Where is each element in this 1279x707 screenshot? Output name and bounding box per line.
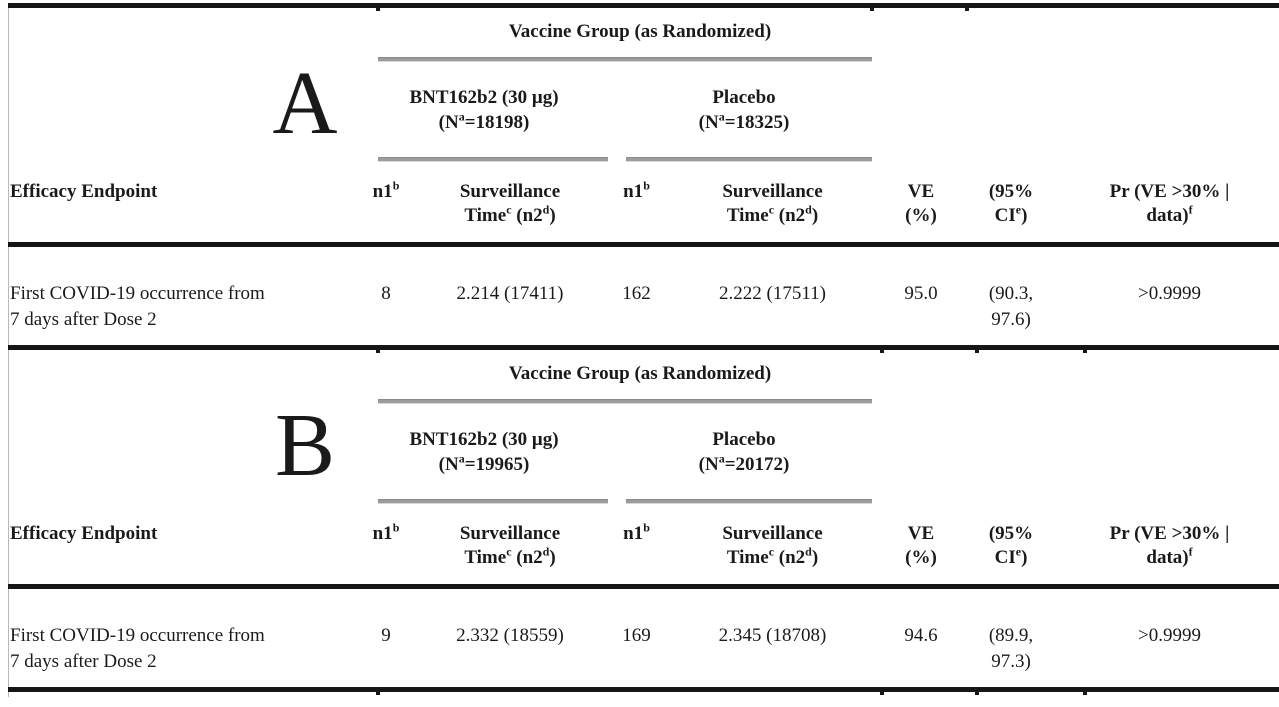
col-header-surveillance-vaccine: Surveillance Timec (n2d) (459, 523, 561, 569)
col-header-efficacy-endpoint: Efficacy Endpoint (10, 523, 158, 544)
panel-a-placebo-underline (626, 157, 872, 162)
column-boundary-tick (975, 692, 979, 695)
panel-b-header-rule (8, 584, 1279, 589)
panel-a-arm-header-placebo: Placebo (Na=18325) (608, 64, 880, 156)
cell-placebo-n1: 169 (622, 625, 651, 646)
col-header-ve: VE (%) (905, 181, 937, 227)
cell-efficacy-endpoint: First COVID-19 occurrence from 7 days af… (10, 283, 265, 330)
cell-ve-percent: 95.0 (904, 283, 938, 304)
table-left-border (8, 3, 9, 697)
cell-vaccine-n1: 9 (381, 625, 391, 646)
panel-a-arm-header-vaccine: BNT162b2 (30 μg) (Na=18198) (360, 64, 608, 156)
panel-b-letter: B (274, 396, 336, 495)
panel-b-arm-header-placebo: Placebo (Na=20172) (608, 406, 880, 498)
panel-a-top-rule (8, 3, 1279, 11)
col-header-surveillance-placebo: Surveillance Timec (n2d) (722, 181, 823, 227)
panel-a-vaccine-underline (378, 157, 608, 162)
panel-b-header: B Vaccine Group (as Randomized) BNT162b2… (0, 350, 1279, 584)
panel-b-title-underline (378, 399, 872, 404)
cell-vaccine-surveillance: 2.214 (17411) (456, 283, 564, 304)
col-header-surveillance-placebo: Surveillance Timec (n2d) (722, 523, 823, 569)
arm-name: Placebo (712, 428, 776, 450)
panel-a: A Vaccine Group (as Randomized) BNT162b2… (0, 3, 1279, 345)
arm-n: (Na=19965) (438, 451, 530, 475)
column-boundary-tick (376, 350, 380, 353)
column-boundary-tick (880, 350, 884, 353)
column-boundary-tick (870, 8, 874, 11)
column-boundary-tick (376, 8, 380, 11)
col-header-surveillance-vaccine: Surveillance Timec (n2d) (459, 181, 561, 227)
panel-a-header: A Vaccine Group (as Randomized) BNT162b2… (0, 8, 1279, 242)
column-boundary-tick (376, 692, 380, 695)
col-header-posterior-probability: Pr (VE >30% | data)f (1109, 523, 1230, 569)
col-header-ci: (95% CIe) (988, 523, 1034, 569)
column-boundary-tick (1083, 350, 1087, 353)
panel-b-top-rule (8, 345, 1279, 353)
cell-ve-percent: 94.6 (904, 625, 938, 646)
arm-name: Placebo (712, 86, 776, 108)
panel-b-data-row: First COVID-19 occurrence from 7 days af… (0, 589, 1279, 687)
col-header-n1-placebo: n1b (623, 178, 650, 202)
column-boundary-tick (880, 692, 884, 695)
col-header-efficacy-endpoint: Efficacy Endpoint (10, 181, 158, 202)
cell-placebo-surveillance: 2.345 (18708) (718, 625, 827, 646)
arm-name: BNT162b2 (30 μg) (409, 86, 559, 108)
cell-vaccine-surveillance: 2.332 (18559) (456, 625, 564, 646)
cell-efficacy-endpoint: First COVID-19 occurrence from 7 days af… (10, 625, 265, 672)
panel-a-header-rule (8, 242, 1279, 247)
panel-b-vaccine-underline (378, 499, 608, 504)
column-boundary-tick (1083, 692, 1087, 695)
column-boundary-tick (965, 8, 969, 11)
arm-name: BNT162b2 (30 μg) (409, 428, 559, 450)
arm-n: (Na=18198) (438, 109, 530, 133)
col-header-ve: VE (%) (905, 523, 937, 569)
col-header-n1-vaccine: n1b (372, 520, 400, 544)
panel-b: B Vaccine Group (as Randomized) BNT162b2… (0, 345, 1279, 695)
panel-a-letter: A (272, 54, 338, 153)
panel-a-title-underline (378, 57, 872, 62)
cell-ci: (89.9, 97.3) (988, 625, 1034, 672)
panel-a-label-cell: A (0, 8, 360, 164)
col-header-n1-placebo: n1b (623, 520, 650, 544)
col-header-posterior-probability: Pr (VE >30% | data)f (1109, 181, 1230, 227)
panel-b-placebo-underline (626, 499, 872, 504)
column-boundary-tick (975, 350, 979, 353)
cell-placebo-surveillance: 2.222 (17511) (719, 283, 826, 304)
panel-b-arm-header-vaccine: BNT162b2 (30 μg) (Na=19965) (360, 406, 608, 498)
cell-placebo-n1: 162 (622, 283, 651, 304)
cell-posterior-probability: >0.9999 (1138, 625, 1201, 646)
arm-n: (Na=20172) (698, 451, 790, 475)
col-header-ci: (95% CIe) (988, 181, 1034, 227)
arm-n: (Na=18325) (698, 109, 790, 133)
cell-ci: (90.3, 97.6) (988, 283, 1034, 330)
panel-a-data-row: First COVID-19 occurrence from 7 days af… (0, 247, 1279, 345)
panel-b-label-cell: B (0, 350, 360, 506)
panel-a-vaccine-group-title: Vaccine Group (as Randomized) (508, 21, 772, 42)
cell-posterior-probability: >0.9999 (1138, 283, 1201, 304)
panel-b-vaccine-group-title: Vaccine Group (as Randomized) (508, 363, 772, 384)
col-header-n1-vaccine: n1b (372, 178, 400, 202)
cell-vaccine-n1: 8 (381, 283, 391, 304)
panel-b-bottom-rule (8, 687, 1279, 695)
